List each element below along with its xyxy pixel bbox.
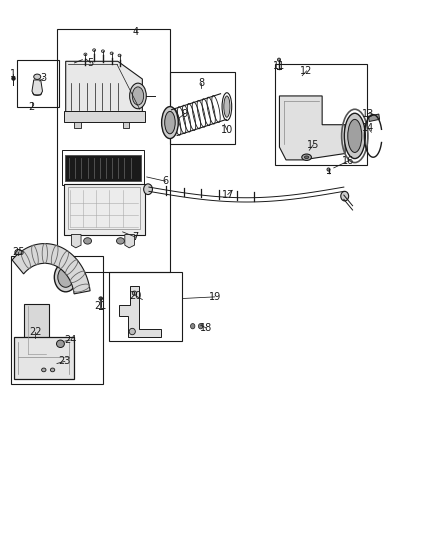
Text: 13: 13 xyxy=(362,109,374,118)
Ellipse shape xyxy=(99,297,102,300)
Text: 8: 8 xyxy=(198,78,205,87)
Bar xyxy=(11,256,103,384)
Polygon shape xyxy=(119,286,161,337)
Bar xyxy=(17,60,59,107)
Text: 17: 17 xyxy=(222,190,234,199)
Text: 5: 5 xyxy=(88,58,94,68)
Ellipse shape xyxy=(84,53,87,55)
Ellipse shape xyxy=(42,368,46,372)
Ellipse shape xyxy=(132,87,144,105)
Text: 15: 15 xyxy=(307,140,319,150)
Ellipse shape xyxy=(129,328,135,335)
Text: 2: 2 xyxy=(28,102,35,111)
Text: 10: 10 xyxy=(221,125,233,134)
Ellipse shape xyxy=(118,54,121,57)
Ellipse shape xyxy=(50,368,55,372)
Text: 3: 3 xyxy=(41,74,47,83)
Ellipse shape xyxy=(302,154,311,160)
Ellipse shape xyxy=(130,83,146,109)
Ellipse shape xyxy=(58,267,74,287)
Bar xyxy=(368,114,380,122)
Polygon shape xyxy=(125,235,134,248)
Polygon shape xyxy=(279,96,345,160)
Bar xyxy=(170,72,235,144)
Ellipse shape xyxy=(344,114,365,159)
Text: 23: 23 xyxy=(59,357,71,366)
Ellipse shape xyxy=(101,50,104,53)
Text: 22: 22 xyxy=(29,327,41,336)
Ellipse shape xyxy=(34,74,41,79)
Text: 24: 24 xyxy=(64,335,76,345)
Bar xyxy=(68,187,140,229)
Bar xyxy=(57,29,170,272)
Circle shape xyxy=(198,324,203,329)
Bar xyxy=(275,64,367,165)
Bar xyxy=(64,111,145,122)
Ellipse shape xyxy=(162,107,178,139)
Text: 25: 25 xyxy=(12,247,25,257)
Ellipse shape xyxy=(57,340,64,348)
Polygon shape xyxy=(12,244,90,294)
Circle shape xyxy=(341,191,349,201)
Polygon shape xyxy=(66,61,142,112)
Text: 18: 18 xyxy=(200,323,212,333)
Text: 20: 20 xyxy=(130,291,142,301)
Ellipse shape xyxy=(278,58,281,61)
Text: 6: 6 xyxy=(162,176,169,186)
Ellipse shape xyxy=(110,52,113,55)
Ellipse shape xyxy=(117,238,124,244)
Text: 12: 12 xyxy=(300,66,313,76)
Ellipse shape xyxy=(54,263,77,292)
Polygon shape xyxy=(32,80,42,95)
Circle shape xyxy=(144,184,152,195)
Bar xyxy=(24,304,49,357)
Text: 4: 4 xyxy=(133,27,139,37)
Ellipse shape xyxy=(224,96,230,117)
Ellipse shape xyxy=(348,119,362,152)
Text: 1: 1 xyxy=(10,69,16,78)
Text: 7: 7 xyxy=(133,232,139,242)
Ellipse shape xyxy=(93,49,95,51)
Bar xyxy=(64,184,145,235)
Text: 21: 21 xyxy=(95,302,107,311)
Polygon shape xyxy=(71,235,81,248)
Ellipse shape xyxy=(304,156,309,159)
Text: 9: 9 xyxy=(182,109,188,118)
Text: 16: 16 xyxy=(342,156,354,166)
Text: 19: 19 xyxy=(208,292,221,302)
Text: 14: 14 xyxy=(362,123,374,133)
Ellipse shape xyxy=(165,111,175,134)
Ellipse shape xyxy=(132,291,137,295)
FancyBboxPatch shape xyxy=(14,337,74,379)
Bar xyxy=(109,272,182,341)
Ellipse shape xyxy=(84,238,92,244)
Bar xyxy=(62,150,144,185)
Bar xyxy=(65,155,141,181)
Text: 11: 11 xyxy=(273,61,285,70)
Ellipse shape xyxy=(15,249,22,255)
Bar xyxy=(123,122,129,128)
Circle shape xyxy=(191,324,195,329)
Ellipse shape xyxy=(327,168,330,171)
Bar xyxy=(74,122,81,128)
